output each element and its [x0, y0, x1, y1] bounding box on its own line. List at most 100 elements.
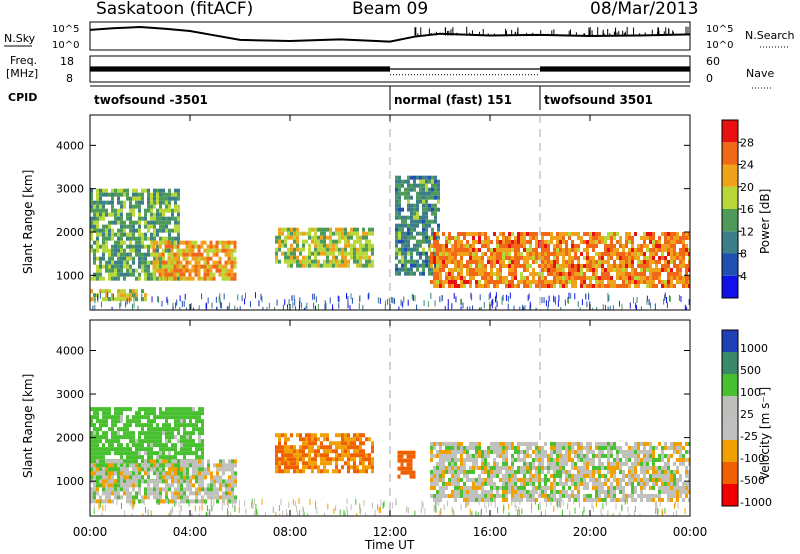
heatmap-cell: [183, 439, 186, 444]
heatmap-cell: [487, 493, 490, 498]
heatmap-cell: [673, 489, 676, 494]
heatmap-cell: [616, 272, 619, 276]
heatmap-cell: [434, 263, 437, 268]
heatmap-cell: [550, 493, 553, 498]
heatmap-cell: [111, 427, 114, 432]
heatmap-cell: [335, 445, 338, 450]
heatmap-cell: [535, 272, 538, 276]
heatmap-cell: [117, 487, 120, 492]
heatmap-cell: [195, 451, 198, 456]
heatmap-cell: [233, 272, 237, 277]
heatmap-cell: [225, 463, 228, 468]
heatmap-cell: [371, 457, 374, 462]
heatmap-cell: [562, 256, 565, 260]
heatmap-cell: [640, 236, 643, 240]
heatmap-cell: [613, 268, 616, 272]
heatmap-cell: [643, 457, 646, 462]
heatmap-speckle: [607, 296, 609, 303]
heatmap-cell: [228, 463, 231, 468]
heatmap-cell: [320, 433, 323, 438]
heatmap-cell: [284, 441, 287, 446]
heatmap-cell: [105, 431, 108, 436]
heatmap-cell: [544, 465, 547, 470]
heatmap-cell: [667, 445, 670, 450]
heatmap-cell: [155, 268, 159, 273]
heatmap-cell: [610, 232, 613, 236]
heatmap-cell: [156, 471, 159, 476]
heatmap-cell: [159, 240, 162, 245]
heatmap-cell: [174, 407, 177, 412]
heatmap-cell: [314, 461, 317, 466]
heatmap-cell: [344, 445, 347, 450]
heatmap-cell: [574, 244, 577, 248]
heatmap-cell: [114, 411, 117, 416]
heatmap-cell: [192, 423, 195, 428]
heatmap-cell: [341, 231, 344, 236]
heatmap-cell: [93, 204, 96, 209]
heatmap-cell: [401, 251, 404, 256]
heatmap-speckle: [158, 498, 160, 505]
heatmap-cell: [466, 244, 469, 248]
heatmap-cell: [550, 272, 553, 276]
heatmap-cell: [204, 491, 207, 496]
heatmap-cell: [526, 252, 529, 256]
heatmap-cell: [568, 252, 571, 256]
heatmap-cell: [562, 481, 565, 486]
heatmap-cell: [102, 256, 105, 261]
heatmap-cell: [469, 284, 472, 288]
heatmap-cell: [123, 491, 126, 496]
heatmap-cell: [165, 415, 168, 420]
heatmap-speckle: [664, 295, 666, 302]
heatmap-cell: [365, 469, 368, 474]
heatmap-cell: [371, 231, 374, 236]
heatmap-cell: [395, 235, 398, 240]
heatmap-cell: [544, 485, 547, 490]
heatmap-cell: [212, 264, 216, 269]
heatmap-cell: [189, 499, 192, 504]
heatmap-cell: [667, 264, 670, 268]
heatmap-cell: [463, 280, 466, 284]
heatmap-cell: [586, 240, 589, 244]
heatmap-cell: [430, 449, 433, 454]
heatmap-cell: [416, 243, 419, 248]
heatmap-cell: [451, 477, 454, 482]
heatmap-cell: [192, 427, 195, 432]
heatmap-speckle: [220, 302, 222, 309]
heatmap-cell: [105, 499, 108, 504]
heatmap-cell: [598, 461, 601, 466]
heatmap-cell: [430, 280, 433, 284]
heatmap-cell: [442, 264, 445, 268]
heatmap-cell: [583, 248, 586, 252]
heatmap-cell: [589, 260, 592, 264]
heatmap-cell: [538, 457, 541, 462]
heatmap-speckle: [297, 511, 299, 516]
heatmap-cell: [90, 297, 93, 302]
heatmap-cell: [413, 263, 416, 268]
heatmap-cell: [156, 487, 159, 492]
heatmap-speckle: [368, 292, 370, 299]
heatmap-cell: [517, 256, 520, 260]
heatmap-cell: [144, 220, 147, 225]
heatmap-cell: [335, 469, 338, 474]
heatmap-speckle: [100, 301, 102, 308]
heatmap-cell: [227, 244, 231, 249]
heatmap-cell: [207, 495, 210, 500]
heatmap-cell: [520, 465, 523, 470]
heatmap-speckle: [188, 500, 190, 507]
heatmap-cell: [156, 427, 159, 432]
heatmap-cell: [186, 459, 189, 464]
heatmap-cell: [195, 423, 198, 428]
heatmap-cell: [93, 276, 96, 281]
heatmap-speckle: [545, 300, 547, 307]
heatmap-cell: [508, 244, 511, 248]
heatmap-cell: [105, 260, 108, 265]
heatmap-cell: [114, 272, 117, 277]
heatmap-cell: [637, 256, 640, 260]
heatmap-cell: [425, 263, 428, 268]
heatmap-cell: [150, 459, 153, 464]
heatmap-cell: [278, 437, 281, 442]
heatmap-cell: [141, 499, 144, 504]
heatmap-cell: [173, 244, 177, 249]
heatmap-cell: [150, 487, 153, 492]
heatmap-speckle: [434, 300, 436, 307]
